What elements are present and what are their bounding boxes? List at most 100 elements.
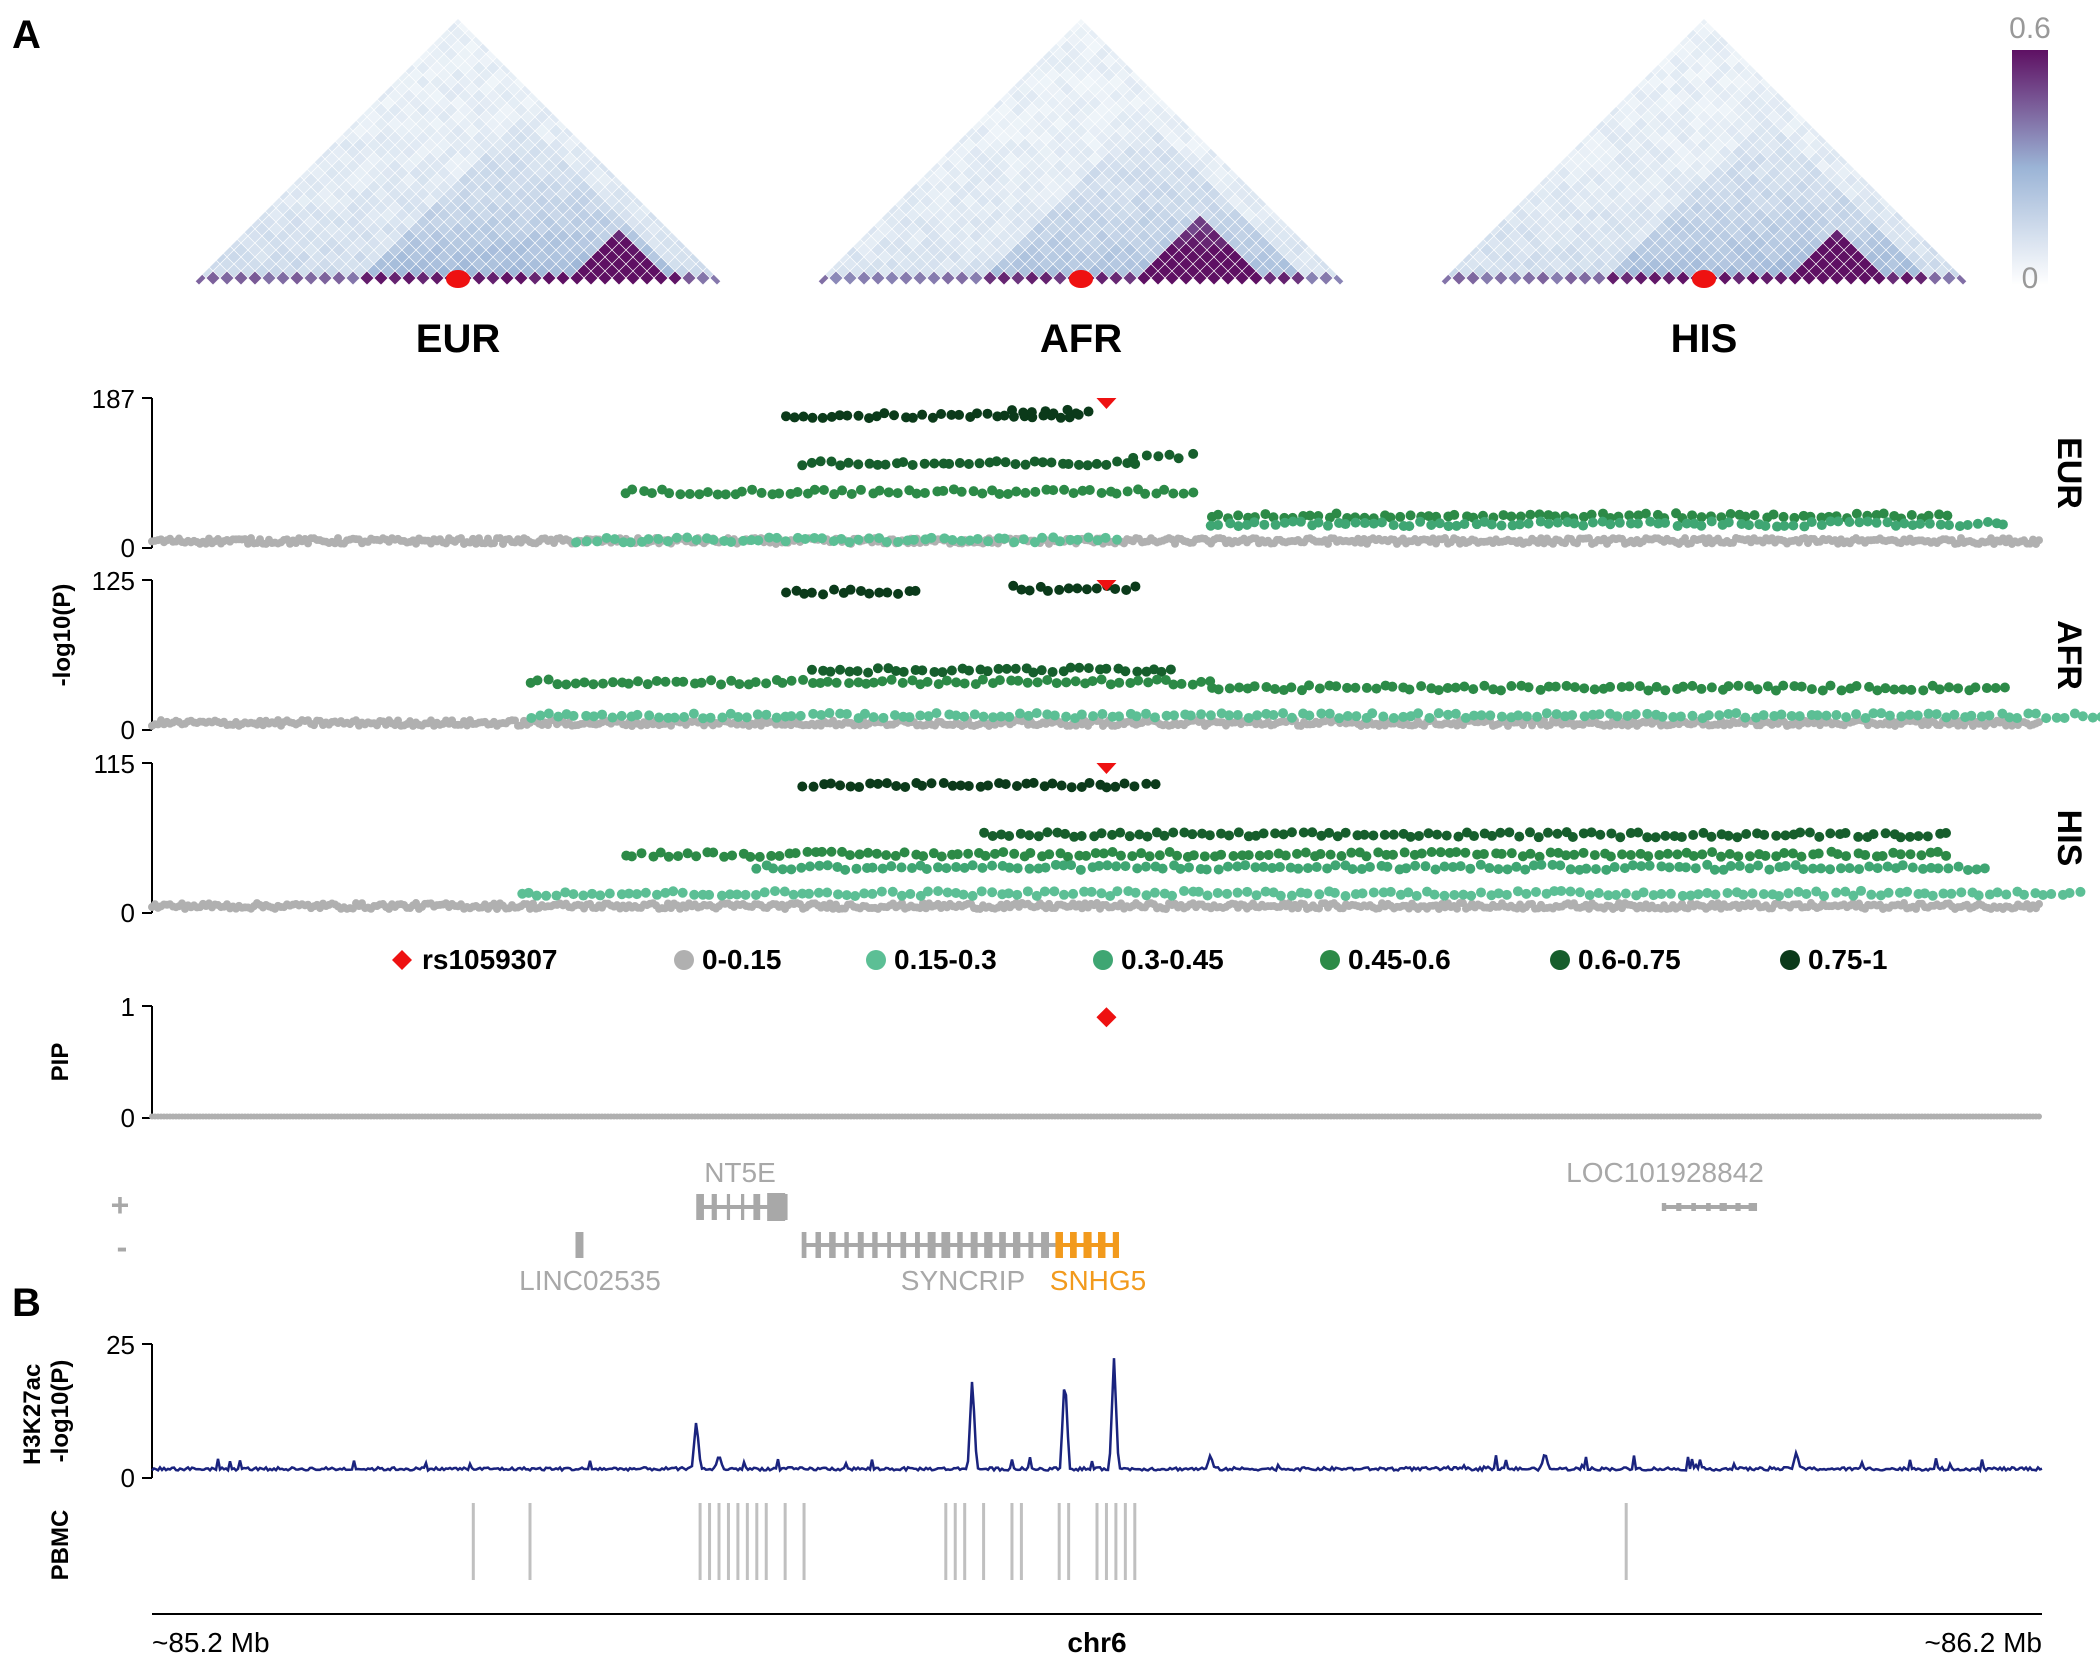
snp-point xyxy=(1953,683,1964,694)
snp-point xyxy=(733,712,744,723)
snp-point xyxy=(705,712,716,723)
snp-point xyxy=(1433,708,1444,719)
snp-point xyxy=(982,780,993,791)
snp-point xyxy=(592,536,603,547)
snp-point xyxy=(844,678,855,689)
snp-point xyxy=(937,667,948,678)
snp-point xyxy=(1259,519,1270,530)
snp-point xyxy=(1213,684,1224,695)
snp-point xyxy=(1169,710,1180,721)
snp-point xyxy=(1020,459,1031,470)
snp-point xyxy=(868,677,879,688)
ld-lead-snp-marker xyxy=(446,270,470,288)
snp-point xyxy=(963,780,974,791)
snp-point xyxy=(1165,664,1176,675)
snp-point xyxy=(1495,685,1506,696)
snp-point xyxy=(1063,583,1074,594)
snp-point xyxy=(1168,488,1179,499)
heat-colorbar xyxy=(2012,50,2048,285)
snp-point xyxy=(2035,900,2043,909)
snp-point xyxy=(1521,711,1532,722)
snp-point xyxy=(1660,517,1671,528)
snp-point xyxy=(1061,677,1072,688)
snp-point xyxy=(991,456,1002,467)
snp-point xyxy=(1899,518,1910,529)
snp-point xyxy=(954,458,965,469)
snp-point xyxy=(1733,680,1744,691)
snp-point xyxy=(1851,709,1862,720)
snp-point xyxy=(702,487,713,498)
snp-point xyxy=(863,667,874,678)
snp-point xyxy=(777,677,788,688)
snp-point xyxy=(1051,678,1062,689)
heatmap-title-afr: AFR xyxy=(1040,317,1122,361)
snp-point xyxy=(756,487,767,498)
snp-point xyxy=(1876,708,1887,719)
snp-point xyxy=(919,487,930,498)
snp-point xyxy=(845,584,856,595)
snp-point xyxy=(1476,710,1487,721)
snp-point xyxy=(1970,682,1981,693)
snp-point xyxy=(1496,711,1507,722)
snp-point xyxy=(1424,712,1435,723)
snp-point xyxy=(609,534,620,545)
lead-snp-marker xyxy=(1096,398,1117,409)
snp-point xyxy=(926,532,937,543)
snp-point xyxy=(1015,828,1026,839)
snp-point xyxy=(1178,488,1189,499)
ld-lead-snp-marker xyxy=(1069,270,1093,288)
snp-point xyxy=(761,678,772,689)
snp-point xyxy=(1234,682,1245,693)
snp-point xyxy=(883,487,894,498)
snp-point xyxy=(570,678,581,689)
snp-point xyxy=(786,711,797,722)
snp-point xyxy=(1042,585,1053,596)
snp-point xyxy=(1076,709,1087,720)
snp-point xyxy=(1286,712,1297,723)
snp-point xyxy=(1112,456,1123,467)
snp-point xyxy=(1433,685,1444,696)
snp-point xyxy=(1351,711,1362,722)
snp-point xyxy=(1924,518,1935,529)
snp-point xyxy=(1233,510,1244,521)
snp-point xyxy=(853,534,864,545)
snp-point xyxy=(694,489,705,500)
snp-point xyxy=(627,484,638,495)
snp-point xyxy=(1322,520,1333,531)
snp-point xyxy=(1159,484,1170,495)
snp-point xyxy=(1196,709,1207,720)
snp-point xyxy=(571,537,582,548)
snp-point xyxy=(1049,710,1060,721)
snp-point xyxy=(994,675,1005,686)
snp-point xyxy=(1981,683,1992,694)
snp-point xyxy=(1990,682,2001,693)
snp-point xyxy=(1496,520,1507,531)
snp-point xyxy=(1105,679,1116,690)
snp-point xyxy=(1018,534,1029,545)
snp-point xyxy=(750,677,761,688)
ld-cell xyxy=(1073,19,1089,27)
snp-point xyxy=(1513,710,1524,721)
snp-point xyxy=(1523,682,1534,693)
snp-point xyxy=(926,778,937,789)
snp-point xyxy=(1173,453,1184,464)
snp-point xyxy=(1884,710,1895,721)
snp-point xyxy=(891,780,902,791)
snp-point xyxy=(720,489,731,500)
ld-heatmap-eur xyxy=(192,19,724,285)
snp-point xyxy=(1523,518,1534,529)
manhattan-afr-ytick-zero: 0 xyxy=(121,715,135,745)
snp-point xyxy=(852,666,863,677)
snp-point xyxy=(815,456,826,467)
snp-point xyxy=(1114,677,1125,688)
snp-point xyxy=(1506,681,1517,692)
snp-point xyxy=(1054,584,1065,595)
panel-label-b: B xyxy=(12,1281,41,1325)
snp-point xyxy=(597,709,608,720)
snp-point xyxy=(1004,830,1015,841)
snp-point xyxy=(1758,710,1769,721)
snp-point xyxy=(706,675,717,686)
snp-point xyxy=(881,778,892,789)
snp-point xyxy=(2096,712,2100,722)
snp-point xyxy=(797,781,808,792)
